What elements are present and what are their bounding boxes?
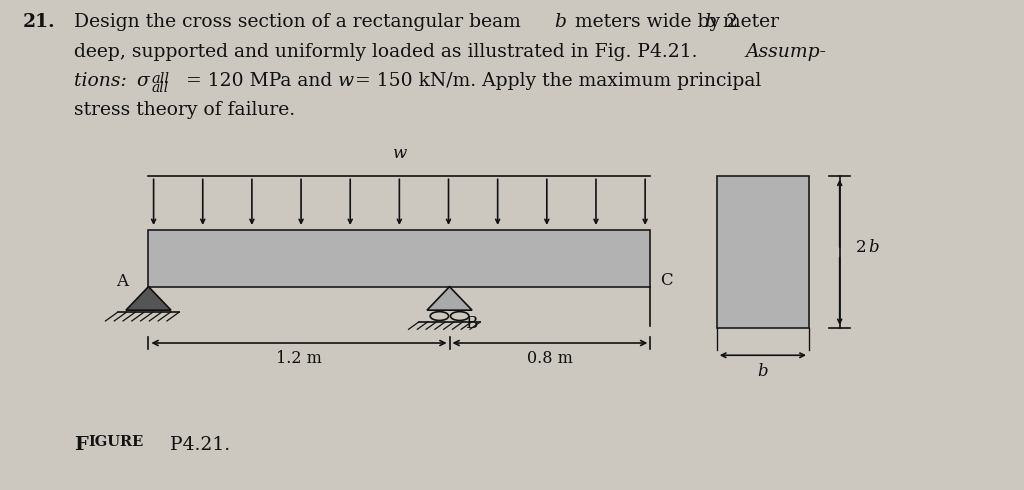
Text: 1.2 m: 1.2 m xyxy=(276,350,322,368)
Text: stress theory of failure.: stress theory of failure. xyxy=(74,101,295,120)
Text: b: b xyxy=(868,239,879,256)
Text: b: b xyxy=(705,13,717,31)
Text: Design the cross section of a rectangular beam: Design the cross section of a rectangula… xyxy=(74,13,526,31)
Text: P4.21.: P4.21. xyxy=(164,436,230,454)
Bar xyxy=(148,230,650,287)
Text: meters wide by 2: meters wide by 2 xyxy=(569,13,738,31)
Polygon shape xyxy=(126,287,171,310)
Text: deep, supported and uniformly loaded as illustrated in Fig. P4.21.: deep, supported and uniformly loaded as … xyxy=(74,43,703,61)
Text: C: C xyxy=(660,272,673,289)
Text: b: b xyxy=(555,13,566,31)
Text: IGURE: IGURE xyxy=(88,435,143,449)
Text: 21.: 21. xyxy=(23,13,55,31)
Text: = 120 MPa and: = 120 MPa and xyxy=(180,72,339,90)
Circle shape xyxy=(451,312,469,320)
Text: all: all xyxy=(152,81,169,95)
Text: 2: 2 xyxy=(856,239,866,256)
Text: all: all xyxy=(152,72,170,86)
Text: tions:: tions: xyxy=(74,72,132,90)
Text: w: w xyxy=(392,145,407,162)
Text: A: A xyxy=(116,273,128,290)
Text: F: F xyxy=(74,436,87,454)
Bar xyxy=(717,176,809,328)
Text: 0.8 m: 0.8 m xyxy=(527,350,572,368)
Text: = 150 kN/m. Apply the maximum principal: = 150 kN/m. Apply the maximum principal xyxy=(349,72,762,90)
Circle shape xyxy=(430,312,449,320)
Text: Assump-: Assump- xyxy=(745,43,826,61)
Text: w: w xyxy=(338,72,354,90)
Text: meter: meter xyxy=(717,13,779,31)
Text: b: b xyxy=(758,363,768,380)
Text: B: B xyxy=(465,315,477,332)
Polygon shape xyxy=(427,287,472,310)
Text: σ: σ xyxy=(136,72,148,90)
